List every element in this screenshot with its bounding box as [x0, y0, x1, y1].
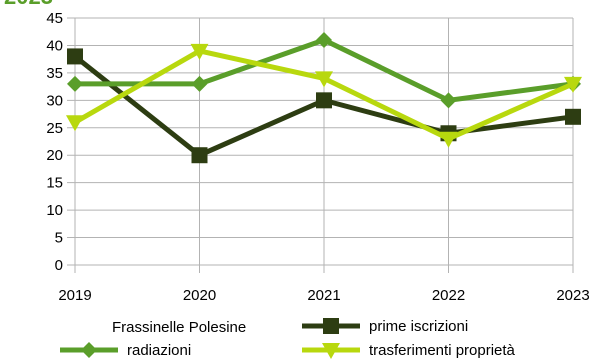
y-tick-label: 25 [46, 120, 63, 137]
y-tick-label: 10 [46, 202, 63, 219]
data-point [316, 92, 332, 109]
y-tick-label: 0 [55, 257, 63, 274]
y-tick-label: 35 [46, 65, 63, 82]
data-point [439, 131, 458, 148]
legend-label: radiazioni [127, 342, 191, 359]
y-tick-label: 5 [55, 230, 63, 247]
data-point [315, 71, 333, 88]
y-tick-label: 20 [46, 147, 63, 164]
legend-label: prime iscrizioni [369, 318, 468, 335]
gridlines [67, 17, 574, 273]
data-point [565, 108, 581, 125]
legend-marker [81, 342, 97, 358]
legend-caption: Frassinelle Polesine [112, 319, 246, 336]
axes: 0 5 10 15 20 25 30 35 40 45 2019 2020 2021 2022 2023 [46, 10, 589, 304]
legend-label: trasferimenti proprietà [369, 342, 516, 359]
series-lines [66, 31, 582, 164]
data-point [190, 43, 209, 60]
x-tick-label: 2020 [183, 287, 216, 304]
data-point [191, 147, 208, 164]
data-point [67, 75, 83, 92]
data-point [191, 75, 208, 92]
chart-title: 2023 [4, 0, 53, 9]
data-point [440, 92, 457, 109]
legend-marker [322, 343, 340, 359]
data-point [67, 48, 83, 65]
legend: Frassinelle Polesine prime iscrizioni rad… [60, 318, 516, 359]
legend-marker [323, 318, 339, 334]
data-point [316, 31, 332, 48]
x-tick-label: 2023 [556, 287, 589, 304]
y-tick-label: 15 [46, 175, 63, 192]
y-tick-label: 30 [46, 92, 63, 109]
x-tick-label: 2021 [307, 287, 340, 304]
y-tick-label: 40 [46, 37, 63, 54]
y-tick-label: 45 [46, 10, 63, 27]
x-tick-label: 2022 [432, 287, 465, 304]
data-point [564, 76, 582, 93]
x-tick-label: 2019 [58, 287, 91, 304]
data-point [66, 115, 84, 132]
